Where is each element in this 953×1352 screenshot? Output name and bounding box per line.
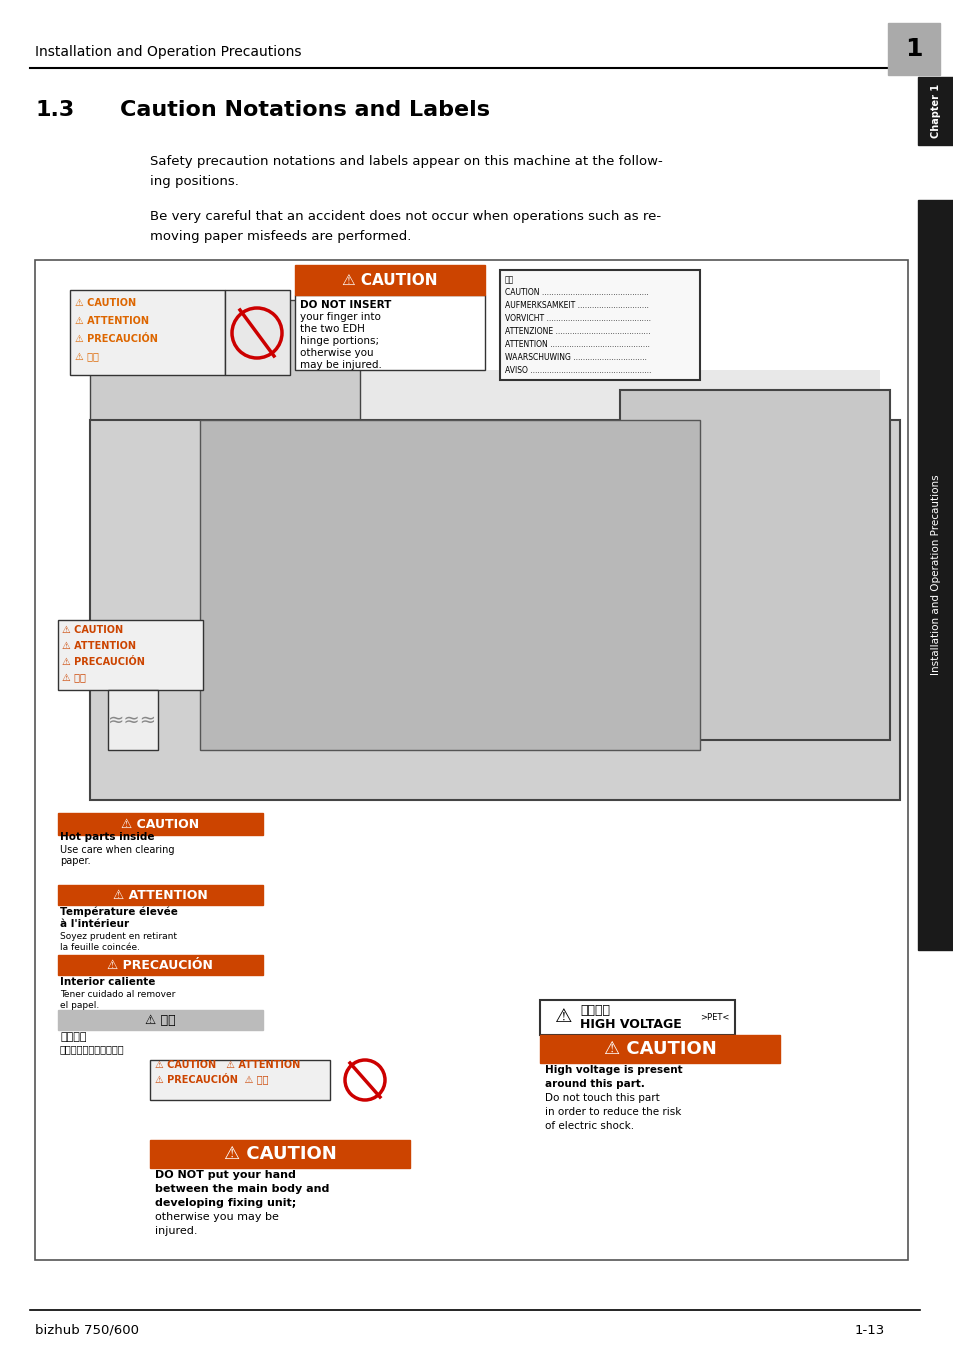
Text: ⚠ CAUTION: ⚠ CAUTION <box>603 1040 716 1059</box>
Text: Use care when clearing: Use care when clearing <box>60 845 174 854</box>
Text: Do not touch this part: Do not touch this part <box>544 1092 659 1103</box>
Text: 注意: 注意 <box>504 274 514 284</box>
Bar <box>58 1010 263 1030</box>
Text: in order to reduce the risk: in order to reduce the risk <box>544 1107 680 1117</box>
Text: Hot parts inside: Hot parts inside <box>60 831 154 842</box>
Text: Caution Notations and Labels: Caution Notations and Labels <box>120 100 490 120</box>
Text: ⚠ PRECAUCIÓN: ⚠ PRECAUCIÓN <box>75 334 157 343</box>
Text: Be very careful that an accident does not occur when operations such as re-: Be very careful that an accident does no… <box>150 210 660 223</box>
Bar <box>539 1000 734 1036</box>
Text: VORVICHT ............................................: VORVICHT ...............................… <box>504 314 650 323</box>
Text: paper.: paper. <box>60 856 91 867</box>
Text: Chapter 1: Chapter 1 <box>930 84 940 138</box>
Text: ATTENZIONE ........................................: ATTENZIONE .............................… <box>504 327 650 337</box>
Bar <box>70 289 225 375</box>
Text: Température élevée: Température élevée <box>60 906 177 917</box>
Text: el papel.: el papel. <box>60 1000 99 1010</box>
Bar <box>90 420 899 800</box>
Text: developing fixing unit;: developing fixing unit; <box>154 1198 296 1207</box>
Bar <box>917 77 953 145</box>
Text: à l'intérieur: à l'intérieur <box>60 919 129 929</box>
Text: 1: 1 <box>904 37 922 61</box>
Bar <box>90 300 359 430</box>
Text: 1.3: 1.3 <box>35 100 74 120</box>
Text: 高圧注意: 高圧注意 <box>579 1003 609 1017</box>
Text: ⚠ 注意: ⚠ 注意 <box>62 673 86 683</box>
Bar <box>58 813 263 836</box>
Text: DO NOT INSERT: DO NOT INSERT <box>299 300 391 310</box>
Text: la feuille coincée.: la feuille coincée. <box>60 942 140 952</box>
Text: High voltage is present: High voltage is present <box>544 1065 682 1075</box>
Bar <box>150 1060 330 1101</box>
Text: ATTENTION ..........................................: ATTENTION ..............................… <box>504 339 649 349</box>
Text: Tener cuidado al remover: Tener cuidado al remover <box>60 990 175 999</box>
Text: otherwise you may be: otherwise you may be <box>154 1211 278 1222</box>
Text: ⚠ PRECAUCIÓN: ⚠ PRECAUCIÓN <box>107 959 213 972</box>
Text: ⚠ ATTENTION: ⚠ ATTENTION <box>112 888 207 902</box>
Text: between the main body and: between the main body and <box>154 1184 329 1194</box>
Text: ⚠ CAUTION: ⚠ CAUTION <box>121 818 199 830</box>
Text: Installation and Operation Precautions: Installation and Operation Precautions <box>35 45 301 59</box>
Text: around this part.: around this part. <box>544 1079 644 1088</box>
Text: AUFMERKSAMKEIT ..............................: AUFMERKSAMKEIT .........................… <box>504 301 648 310</box>
Text: may be injured.: may be injured. <box>299 360 381 370</box>
Text: moving paper misfeeds are performed.: moving paper misfeeds are performed. <box>150 230 411 243</box>
Text: injured.: injured. <box>154 1226 197 1236</box>
Text: Safety precaution notations and labels appear on this machine at the follow-: Safety precaution notations and labels a… <box>150 155 662 168</box>
Text: Interior caliente: Interior caliente <box>60 977 155 987</box>
Text: ⚠ 注意: ⚠ 注意 <box>75 352 99 362</box>
Bar <box>294 265 484 295</box>
Text: ⚠ ATTENTION: ⚠ ATTENTION <box>62 641 136 652</box>
Text: ⚠: ⚠ <box>555 1007 572 1026</box>
Text: ⚠ CAUTION: ⚠ CAUTION <box>75 297 136 308</box>
Text: CAUTION .............................................: CAUTION ................................… <box>504 288 648 297</box>
Bar <box>200 420 700 750</box>
Text: ⚠ PRECAUCIÓN  ⚠ 注意: ⚠ PRECAUCIÓN ⚠ 注意 <box>154 1072 268 1084</box>
Bar <box>917 200 953 950</box>
Text: ⚠ PRECAUCIÓN: ⚠ PRECAUCIÓN <box>62 657 145 667</box>
Text: ⚠ CAUTION   ⚠ ATTENTION: ⚠ CAUTION ⚠ ATTENTION <box>154 1060 300 1069</box>
Text: 取出卡紙時請加以注意。: 取出卡紙時請加以注意。 <box>60 1044 125 1055</box>
Bar <box>108 690 158 750</box>
Text: the two EDH: the two EDH <box>299 324 364 334</box>
Bar <box>35 260 907 1260</box>
Bar <box>58 955 263 975</box>
Text: ⚠ CAUTION: ⚠ CAUTION <box>223 1145 336 1163</box>
Bar <box>150 1140 410 1168</box>
Bar <box>539 1036 780 1063</box>
Text: 1-13: 1-13 <box>854 1324 884 1337</box>
Bar <box>58 886 263 904</box>
Text: ⚠ ATTENTION: ⚠ ATTENTION <box>75 316 149 326</box>
Text: bizhub 750/600: bizhub 750/600 <box>35 1324 139 1337</box>
Text: WAARSCHUWING ...............................: WAARSCHUWING ...........................… <box>504 353 646 362</box>
Bar <box>619 389 889 740</box>
Bar <box>887 23 939 74</box>
Text: Installation and Operation Precautions: Installation and Operation Precautions <box>930 475 940 675</box>
Text: ⚠ CAUTION: ⚠ CAUTION <box>342 273 437 288</box>
Text: ⚠ CAUTION: ⚠ CAUTION <box>62 625 123 635</box>
Text: of electric shock.: of electric shock. <box>544 1121 634 1132</box>
Text: your finger into: your finger into <box>299 312 380 322</box>
Text: ≈≈≈: ≈≈≈ <box>109 711 157 730</box>
Text: >PET<: >PET< <box>700 1013 729 1022</box>
Bar <box>225 289 290 375</box>
Text: 内部高温: 内部高温 <box>60 1032 87 1042</box>
Text: ing positions.: ing positions. <box>150 174 238 188</box>
Bar <box>90 370 879 800</box>
Text: HIGH VOLTAGE: HIGH VOLTAGE <box>579 1018 681 1032</box>
Text: Soyez prudent en retirant: Soyez prudent en retirant <box>60 932 177 941</box>
Text: otherwise you: otherwise you <box>299 347 374 358</box>
Text: AVISO ...................................................: AVISO ..................................… <box>504 366 651 375</box>
Text: hinge portions;: hinge portions; <box>299 337 378 346</box>
Text: DO NOT put your hand: DO NOT put your hand <box>154 1169 295 1180</box>
Bar <box>294 295 484 370</box>
Bar <box>58 621 203 690</box>
Bar <box>499 270 700 380</box>
Text: ⚠ 注意: ⚠ 注意 <box>145 1014 175 1026</box>
